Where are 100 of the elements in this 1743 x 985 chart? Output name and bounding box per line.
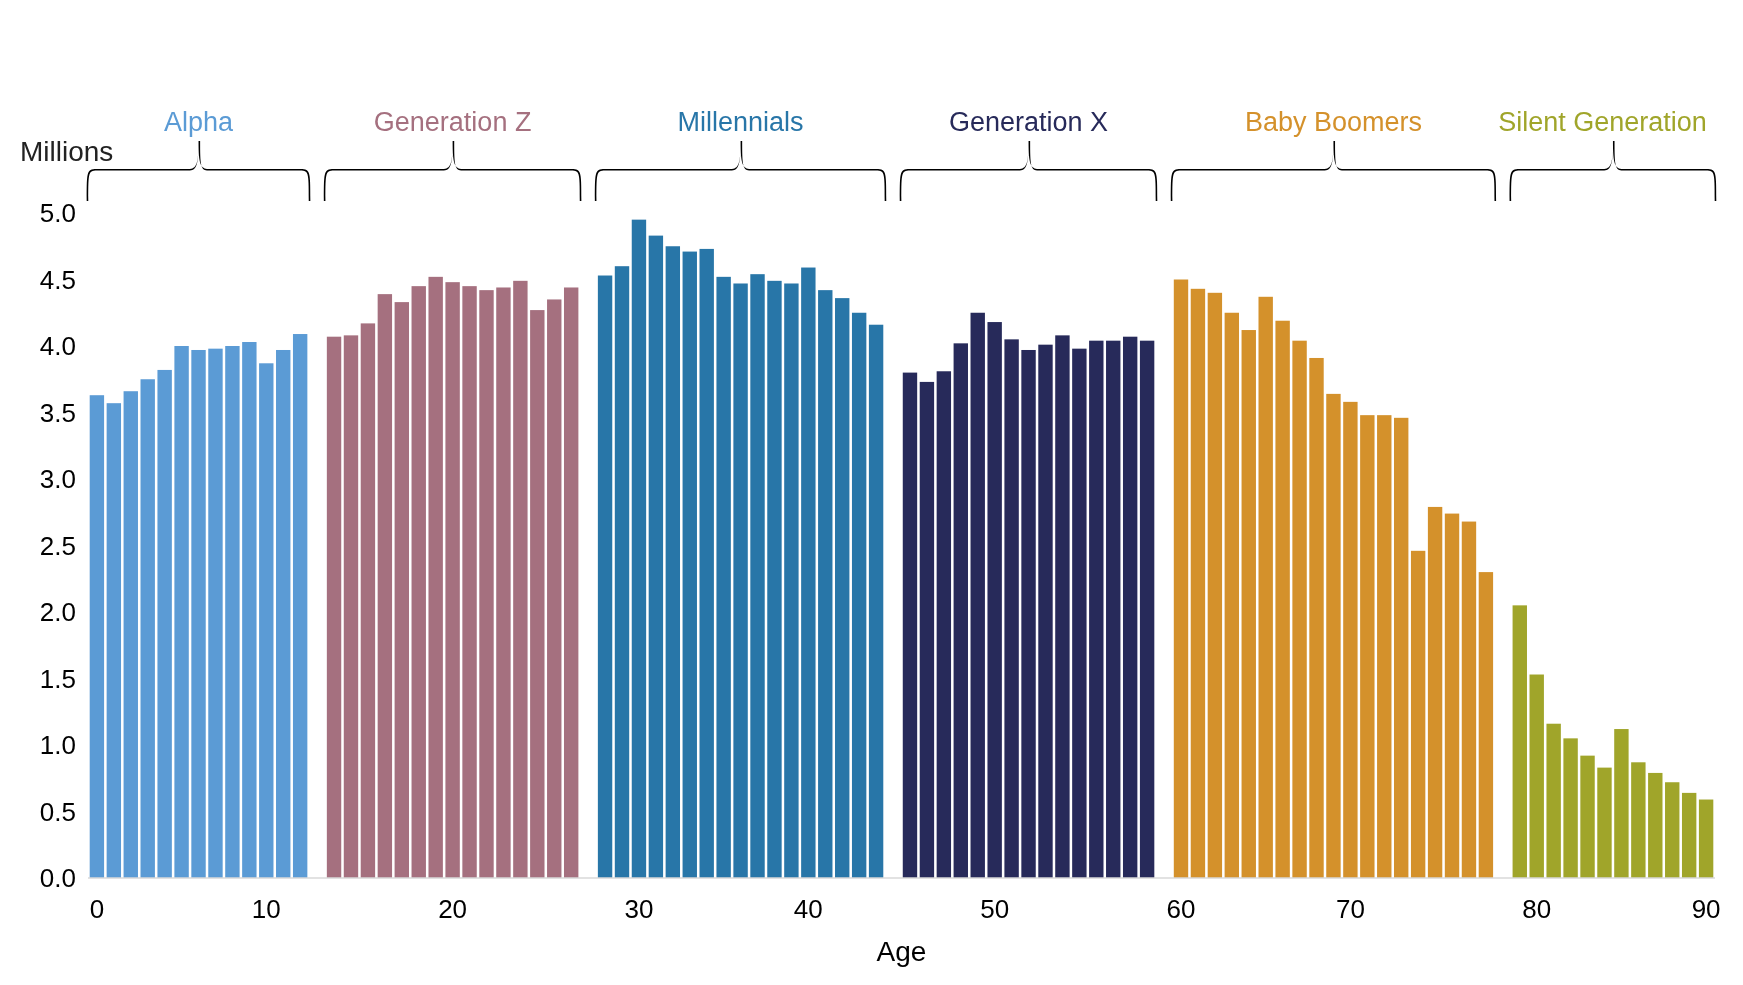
bar	[208, 348, 223, 878]
bar	[1190, 288, 1206, 878]
bar	[1055, 335, 1070, 878]
bar	[479, 290, 494, 878]
bar	[1004, 339, 1019, 878]
bar	[445, 282, 460, 878]
bar	[428, 276, 443, 878]
bar	[835, 298, 850, 878]
bar	[1377, 415, 1392, 878]
bar	[1106, 340, 1121, 878]
bar	[919, 381, 935, 878]
bar	[394, 302, 409, 878]
bar	[818, 290, 833, 878]
text: Baby Boomers	[1244, 107, 1422, 137]
bar	[140, 379, 155, 878]
x-tick-label: 0	[89, 894, 105, 924]
bar	[89, 395, 105, 878]
bar	[1139, 340, 1155, 878]
bar	[191, 349, 206, 878]
bar	[1580, 755, 1595, 878]
bar	[1173, 279, 1189, 878]
bar	[851, 312, 867, 878]
bar	[1597, 767, 1612, 878]
bar	[1563, 738, 1578, 878]
y-tick-label: 1.0	[39, 730, 76, 761]
bar	[750, 274, 765, 878]
bar	[868, 324, 884, 878]
bar	[1665, 782, 1680, 878]
bar	[1258, 296, 1273, 878]
bar	[1038, 344, 1053, 878]
bar	[123, 391, 138, 878]
bar	[1529, 674, 1544, 878]
bar	[157, 369, 172, 878]
bar	[1614, 729, 1629, 878]
bar	[1681, 792, 1697, 878]
bar	[1410, 550, 1426, 878]
bar	[1512, 605, 1527, 878]
bar	[1275, 320, 1290, 878]
x-tick-label: 10	[251, 894, 281, 924]
bar	[597, 275, 613, 878]
bar	[225, 346, 240, 878]
bar	[1224, 312, 1240, 878]
y-tick-label: 4.5	[39, 264, 76, 295]
bar	[462, 286, 477, 878]
x-tick-label: 80	[1522, 894, 1552, 924]
bar	[106, 403, 122, 878]
bar	[1309, 357, 1324, 878]
bar	[1461, 521, 1477, 878]
y-tick-label: 2.5	[39, 530, 76, 561]
y-tick-label: 0.0	[39, 863, 76, 894]
bar	[1292, 340, 1307, 878]
x-tick-label: 40	[793, 894, 823, 924]
bar	[801, 267, 816, 878]
bar	[242, 342, 257, 878]
bar	[326, 336, 342, 878]
bar	[699, 248, 714, 878]
bar	[276, 349, 291, 878]
bar	[970, 312, 985, 878]
x-tick-label: 50	[980, 894, 1010, 924]
bar	[1648, 772, 1663, 878]
bar	[716, 276, 731, 878]
bar	[648, 235, 664, 878]
bar	[953, 343, 968, 878]
bar	[614, 266, 630, 878]
bar	[174, 346, 189, 878]
bar	[1631, 762, 1646, 878]
x-tick-label: 90	[1691, 894, 1721, 924]
text: Generation X	[948, 107, 1109, 137]
bar	[530, 310, 545, 878]
x-axis-title: Age	[876, 936, 927, 967]
bar	[1122, 336, 1138, 878]
bar	[496, 287, 511, 878]
bar	[1360, 415, 1375, 878]
bar	[1241, 330, 1256, 878]
text: Millennials	[677, 107, 804, 137]
bar	[343, 335, 359, 878]
y-tick-label: 3.0	[39, 464, 76, 495]
y-tick-label: 2.0	[39, 597, 76, 628]
bar	[360, 323, 376, 878]
bar	[1207, 292, 1223, 878]
bar	[902, 372, 918, 878]
y-axis-title: Millions	[20, 136, 114, 167]
bar	[563, 287, 579, 878]
bar	[682, 251, 697, 878]
y-tick-label: 0.5	[39, 796, 76, 827]
y-tick-label: 3.5	[39, 397, 76, 428]
bar	[1072, 348, 1087, 878]
bar	[377, 294, 393, 878]
bar	[259, 363, 274, 878]
bar	[1698, 799, 1714, 878]
bar	[292, 334, 308, 878]
bar	[1326, 393, 1341, 878]
y-tick-label: 4.0	[39, 331, 76, 362]
x-tick-label: 30	[624, 894, 654, 924]
bar	[665, 246, 681, 878]
bar	[1394, 417, 1409, 878]
bar	[1478, 572, 1494, 878]
bar	[1089, 340, 1104, 878]
bar	[513, 280, 528, 878]
bar	[411, 286, 426, 878]
